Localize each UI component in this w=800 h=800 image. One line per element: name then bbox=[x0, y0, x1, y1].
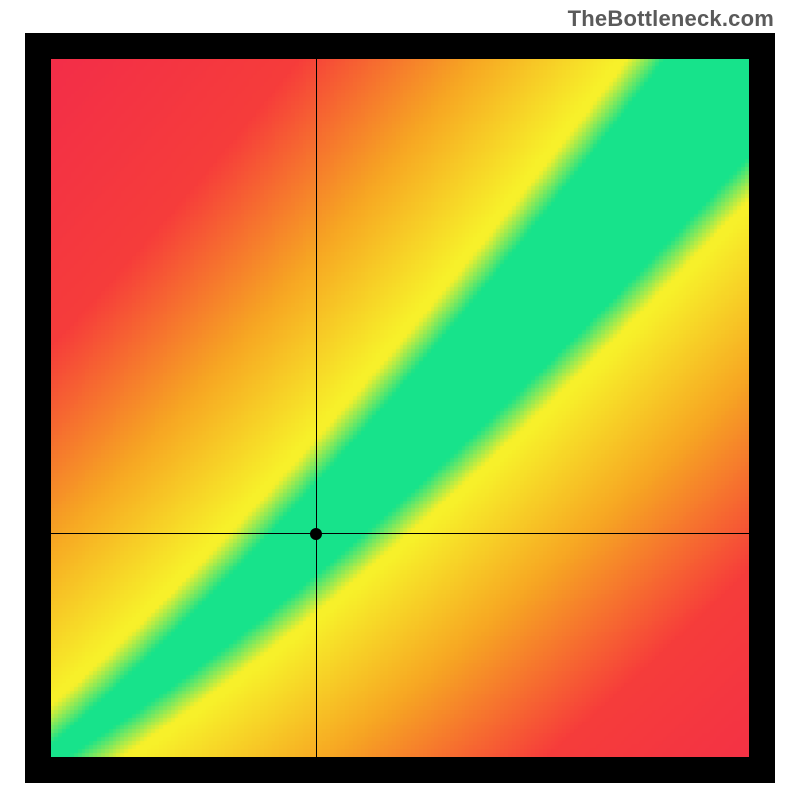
attribution-text: TheBottleneck.com bbox=[568, 6, 774, 32]
outer-frame bbox=[25, 33, 775, 783]
crosshair-vertical bbox=[316, 59, 317, 757]
crosshair-marker bbox=[310, 528, 322, 540]
crosshair-horizontal bbox=[51, 533, 749, 534]
chart-container: TheBottleneck.com bbox=[0, 0, 800, 800]
plot-area bbox=[51, 59, 749, 757]
heatmap-canvas bbox=[51, 59, 749, 757]
